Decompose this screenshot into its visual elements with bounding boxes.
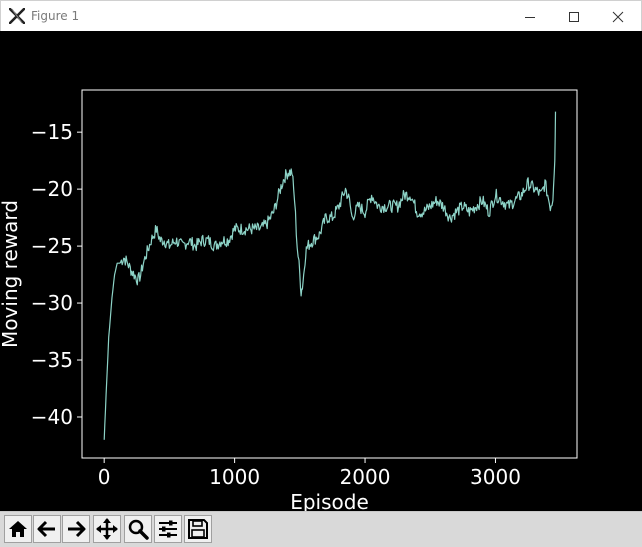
window-titlebar: Figure 1 bbox=[0, 0, 642, 31]
minimize-icon bbox=[525, 16, 535, 18]
forward-arrow-icon bbox=[68, 520, 86, 538]
y-tick-label: −30 bbox=[31, 291, 73, 315]
home-icon bbox=[9, 521, 27, 537]
maximize-button[interactable] bbox=[551, 1, 597, 32]
forward-button[interactable] bbox=[62, 515, 90, 543]
series-line bbox=[103, 111, 557, 440]
maximize-icon bbox=[569, 11, 579, 22]
close-button[interactable] bbox=[595, 1, 641, 32]
back-arrow-icon bbox=[37, 520, 55, 538]
y-tick-label: −40 bbox=[31, 405, 73, 429]
zoom-icon bbox=[128, 519, 149, 540]
close-icon bbox=[612, 11, 624, 22]
back-button[interactable] bbox=[33, 515, 61, 543]
pan-icon bbox=[96, 518, 118, 540]
pan-button[interactable] bbox=[93, 515, 121, 543]
x-axis-label: Episode bbox=[290, 490, 369, 511]
window-title: Figure 1 bbox=[31, 9, 80, 23]
y-tick-label: −35 bbox=[31, 348, 73, 372]
y-tick-label: −15 bbox=[31, 120, 73, 144]
save-icon bbox=[188, 519, 208, 539]
navigation-toolbar bbox=[0, 511, 642, 547]
zoom-button[interactable] bbox=[124, 515, 152, 543]
app-logo-icon bbox=[9, 8, 25, 24]
save-button[interactable] bbox=[184, 515, 212, 543]
y-axis-label: Moving reward bbox=[0, 200, 22, 348]
x-tick-label: 3000 bbox=[470, 465, 521, 489]
x-tick-label: 2000 bbox=[340, 465, 391, 489]
chart: 0 1000 2000 3000 −15 −20 −25 −30 −35 −40 Episode Mo… bbox=[0, 89, 578, 511]
y-tick-label: −25 bbox=[31, 234, 73, 258]
y-tick-label: −20 bbox=[31, 177, 73, 201]
minimize-button[interactable] bbox=[507, 1, 553, 32]
x-tick-label: 1000 bbox=[209, 465, 260, 489]
figure-canvas[interactable] bbox=[0, 31, 642, 511]
subplots-button[interactable] bbox=[154, 515, 182, 543]
subplots-icon bbox=[159, 520, 177, 538]
x-tick-label: 0 bbox=[98, 465, 111, 489]
home-button[interactable] bbox=[4, 515, 32, 543]
plot-frame bbox=[81, 89, 578, 459]
